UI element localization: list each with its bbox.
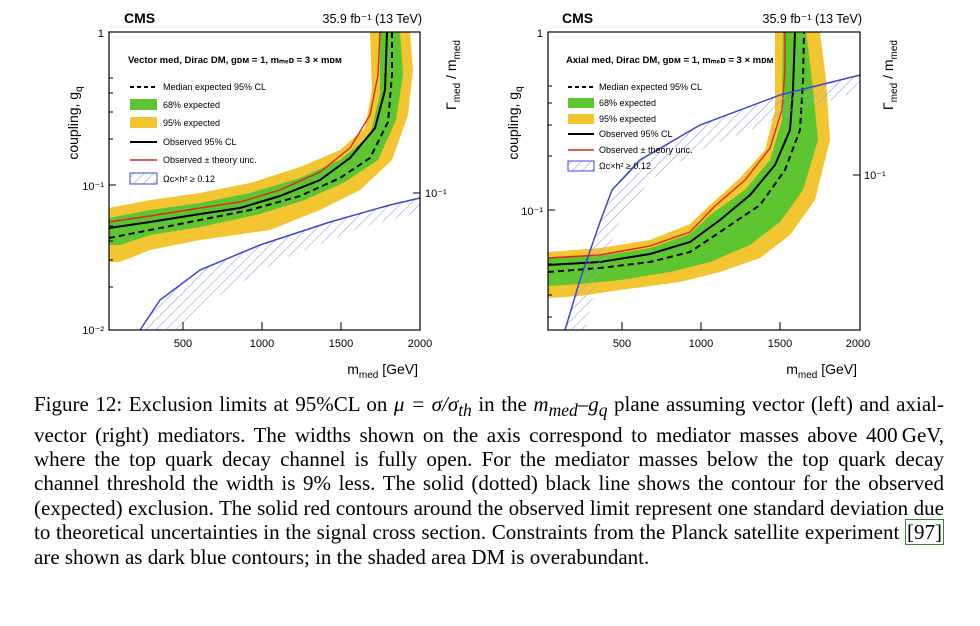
caption-text-1: Exclusion limits at 95%CL on [122, 392, 394, 416]
right-x-tick-marks [621, 322, 781, 330]
left-observed-line [108, 31, 388, 229]
caption-text-4: are shown as dark blue contours; in the … [34, 544, 650, 569]
left-x-tick-2000: 2000 [408, 338, 432, 350]
right-legend-68-label: 68% expected [599, 98, 656, 108]
left-y-tick-marks [109, 31, 116, 288]
right-legend-relic-label: Ωᴄ×h² ≥ 0.12 [599, 161, 651, 171]
right-relic-line [564, 74, 861, 331]
caption-text-3: plane assuming vector (left) and axial-v… [34, 392, 944, 545]
left-legend-theory-label: Observed ± theory unc. [163, 155, 257, 165]
left-lumi-label: 35.9 fb⁻¹ (13 TeV) [323, 12, 422, 26]
left-x-tick-1500: 1500 [329, 338, 353, 350]
right-y-tick-0.1: 10⁻¹ [521, 206, 543, 218]
right-plot-frame [547, 31, 861, 331]
caption-math-plane: mmed–gq [533, 392, 608, 421]
left-relic-hatch [140, 198, 420, 330]
right-theory-line [547, 32, 786, 259]
left-x-axis-label: mmed [GeV] [347, 361, 418, 381]
right-cms-label: CMS [562, 10, 593, 26]
right-legend-observed-label: Observed 95% CL [599, 129, 673, 139]
right-legend-expected-label: Median expected 95% CL [599, 82, 702, 92]
left-y-axis-label: coupling, gq [65, 86, 85, 159]
left-legend-95-symbol [130, 117, 157, 128]
right-expected-line [547, 31, 805, 273]
right-legend-95-label: 95% expected [599, 114, 656, 124]
left-y-tick-0.1: 10⁻¹ [82, 181, 104, 193]
right-yright-tick-0.1: 10⁻¹ [864, 170, 886, 182]
left-y-tick-1: 1 [98, 28, 104, 40]
left-x-tick-marks [182, 322, 342, 330]
right-x-tick-1500: 1500 [768, 338, 792, 350]
caption-label: Figure 12: [34, 392, 123, 416]
left-theory-line [108, 31, 381, 223]
left-model-label: Vector med, Dirac DM, gᴅᴍ = 1, mₘₑᴅ = 3 … [128, 55, 342, 66]
right-legend-95-symbol [568, 114, 594, 124]
right-legend-theory-label: Observed ± theory unc. [599, 145, 693, 155]
right-lumi-label: 35.9 fb⁻¹ (13 TeV) [763, 12, 862, 26]
citation-link-97[interactable]: [97] [905, 519, 944, 546]
right-x-tick-500: 500 [613, 338, 631, 350]
right-legend-68-symbol [568, 98, 594, 108]
left-yright-tick-0.1: 10⁻¹ [425, 188, 447, 200]
left-cms-label: CMS [124, 10, 155, 26]
left-legend-relic-label: Ωᴄ×h² ≥ 0.12 [163, 174, 215, 184]
left-legend-68-symbol [130, 99, 157, 110]
left-plot-frame [108, 31, 421, 331]
figure-caption: Figure 12: Exclusion limits at 95%CL on … [34, 392, 944, 569]
left-relic-line [139, 197, 421, 331]
right-y-tick-1: 1 [537, 28, 543, 40]
left-panel: CMS 35.9 fb⁻¹ (13 TeV) Vector med, Dirac… [65, 10, 463, 381]
right-y-tick-marks [548, 31, 555, 318]
figure-12: CMS 35.9 fb⁻¹ (13 TeV) Vector med, Dirac… [65, 10, 900, 381]
right-x-tick-2000: 2000 [846, 338, 870, 350]
left-yright-axis-label: Γmed / mmed [443, 40, 463, 110]
caption-text-2: in the [471, 392, 534, 416]
right-y-axis-label: coupling, gq [505, 86, 525, 159]
right-legend: Axial med, Dirac DM, gᴅᴍ = 1, mₘₑᴅ = 3 ×… [566, 55, 774, 172]
right-band-68 [548, 32, 818, 286]
left-legend-relic-symbol [129, 172, 158, 185]
left-legend-expected-label: Median expected 95% CL [163, 82, 266, 92]
right-panel: CMS 35.9 fb⁻¹ (13 TeV) Axial med, Dirac … [505, 10, 900, 381]
caption-math-mu: μ = σ/σth [393, 392, 472, 421]
left-legend: Vector med, Dirac DM, gᴅᴍ = 1, mₘₑᴅ = 3 … [128, 55, 342, 185]
right-yright-axis-label: Γmed / mmed [880, 40, 900, 110]
left-x-tick-1000: 1000 [250, 338, 274, 350]
right-legend-relic-symbol [567, 160, 595, 172]
right-model-label: Axial med, Dirac DM, gᴅᴍ = 1, mₘₑᴅ = 3 ×… [566, 55, 774, 66]
left-legend-95-label: 95% expected [163, 118, 220, 128]
left-y-tick-0.01: 10⁻² [82, 325, 104, 337]
left-band-95 [109, 32, 413, 262]
right-x-axis-label: mmed [GeV] [786, 361, 857, 381]
left-x-tick-500: 500 [174, 338, 192, 350]
right-x-tick-1000: 1000 [689, 338, 713, 350]
right-relic-hatch [565, 75, 860, 330]
left-legend-observed-label: Observed 95% CL [163, 137, 237, 147]
left-legend-68-label: 68% expected [163, 100, 220, 110]
